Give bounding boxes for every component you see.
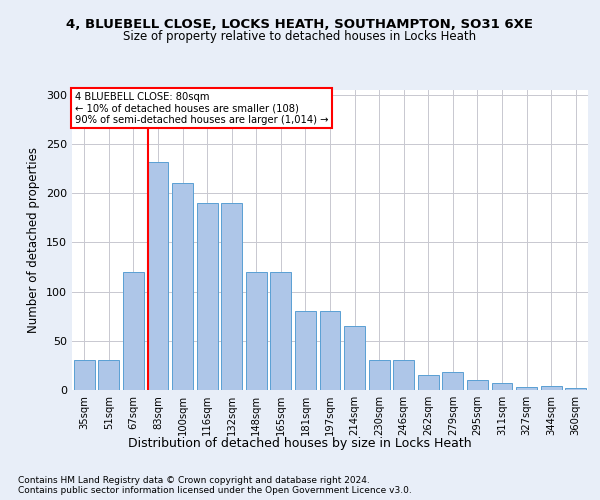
Bar: [98, 360, 119, 390]
Bar: [565, 388, 586, 390]
Bar: [221, 203, 242, 390]
Bar: [491, 383, 512, 390]
Bar: [148, 162, 169, 390]
Bar: [271, 272, 292, 390]
Bar: [246, 272, 267, 390]
Text: 4 BLUEBELL CLOSE: 80sqm
← 10% of detached houses are smaller (108)
90% of semi-d: 4 BLUEBELL CLOSE: 80sqm ← 10% of detache…: [74, 92, 328, 124]
Bar: [172, 184, 193, 390]
Bar: [442, 372, 463, 390]
Bar: [467, 380, 488, 390]
Bar: [74, 360, 95, 390]
Y-axis label: Number of detached properties: Number of detached properties: [28, 147, 40, 333]
Text: Contains public sector information licensed under the Open Government Licence v3: Contains public sector information licen…: [18, 486, 412, 495]
Bar: [541, 386, 562, 390]
Bar: [123, 272, 144, 390]
Text: Contains HM Land Registry data © Crown copyright and database right 2024.: Contains HM Land Registry data © Crown c…: [18, 476, 370, 485]
Text: Size of property relative to detached houses in Locks Heath: Size of property relative to detached ho…: [124, 30, 476, 43]
Bar: [368, 360, 389, 390]
Bar: [320, 312, 340, 390]
Bar: [393, 360, 414, 390]
Bar: [295, 312, 316, 390]
Text: Distribution of detached houses by size in Locks Heath: Distribution of detached houses by size …: [128, 438, 472, 450]
Bar: [197, 203, 218, 390]
Bar: [344, 326, 365, 390]
Bar: [418, 375, 439, 390]
Text: 4, BLUEBELL CLOSE, LOCKS HEATH, SOUTHAMPTON, SO31 6XE: 4, BLUEBELL CLOSE, LOCKS HEATH, SOUTHAMP…: [67, 18, 533, 30]
Bar: [516, 387, 537, 390]
